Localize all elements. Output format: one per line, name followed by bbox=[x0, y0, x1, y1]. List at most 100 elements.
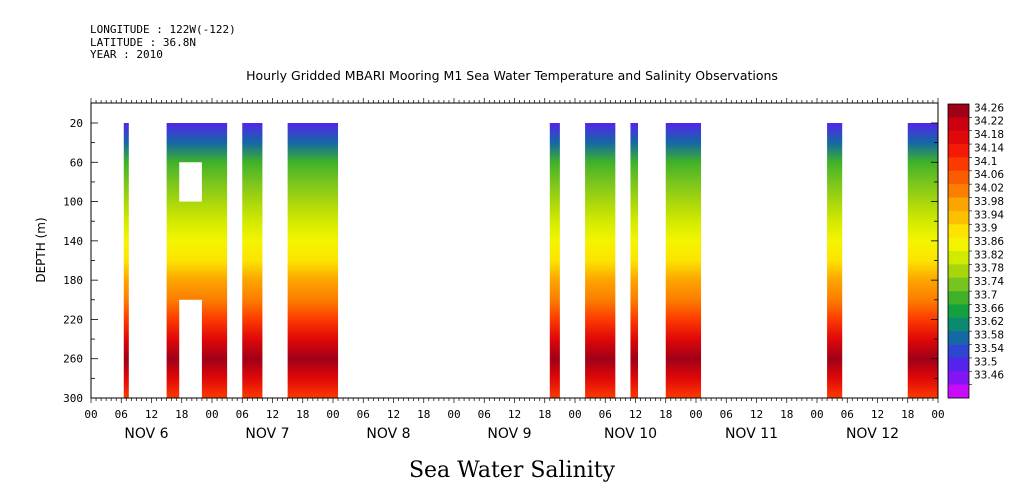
colorbar-swatch bbox=[948, 264, 969, 279]
missing-data-block bbox=[179, 162, 202, 202]
x-tick-label: 12 bbox=[266, 408, 279, 421]
x-tick-label: 06 bbox=[841, 408, 854, 421]
colorbar-label: 33.66 bbox=[974, 303, 1004, 315]
y-axis-label: DEPTH (m) bbox=[34, 217, 48, 282]
colorbar-swatch bbox=[948, 170, 969, 185]
colorbar-label: 33.7 bbox=[974, 289, 997, 301]
x-tick-label: 00 bbox=[84, 408, 97, 421]
x-tick-label: 06 bbox=[115, 408, 128, 421]
colorbar-label: 33.98 bbox=[974, 196, 1004, 208]
data-column bbox=[585, 123, 616, 398]
y-tick-label: 220 bbox=[63, 313, 83, 326]
x-tick-label: 06 bbox=[357, 408, 370, 421]
missing-data-block bbox=[179, 299, 202, 398]
x-tick-label: 12 bbox=[145, 408, 158, 421]
data-column bbox=[123, 123, 129, 398]
colorbar-swatch bbox=[948, 304, 969, 319]
x-day-label: NOV 9 bbox=[487, 426, 531, 442]
x-tick-label: 12 bbox=[871, 408, 884, 421]
colorbar-label: 33.74 bbox=[974, 276, 1004, 288]
data-column bbox=[287, 123, 339, 398]
data-column bbox=[630, 123, 639, 398]
x-tick-label: 12 bbox=[750, 408, 763, 421]
x-tick-label: 18 bbox=[659, 408, 672, 421]
colorbar-label: 33.9 bbox=[974, 223, 997, 235]
x-day-label: NOV 8 bbox=[366, 426, 410, 442]
data-column bbox=[665, 123, 702, 398]
x-tick-label: 18 bbox=[417, 408, 430, 421]
x-tick-label: 12 bbox=[508, 408, 521, 421]
y-tick-label: 140 bbox=[63, 235, 83, 248]
colorbar-label: 33.94 bbox=[974, 209, 1004, 221]
x-tick-label: 18 bbox=[296, 408, 309, 421]
latitude-label: LATITUDE : 36.8N bbox=[90, 35, 196, 49]
x-tick-label: 00 bbox=[689, 408, 702, 421]
x-tick-label: 06 bbox=[720, 408, 733, 421]
x-tick-label: 06 bbox=[236, 408, 249, 421]
metadata-block: LONGITUDE : 122W(-122) LATITUDE : 36.8N … bbox=[90, 23, 236, 62]
colorbar-label: 33.46 bbox=[974, 370, 1004, 382]
axes-layer: 00 06 12 18 00 06 12 18 00 06 12 18 00 06 12 18 00 06 12 18… bbox=[63, 98, 945, 442]
x-tick-label: 18 bbox=[175, 408, 188, 421]
colorbar-swatch bbox=[948, 251, 969, 265]
colorbar-label: 33.62 bbox=[974, 316, 1004, 328]
colorbar-label: 34.22 bbox=[974, 116, 1004, 128]
colorbar-swatch bbox=[948, 224, 969, 238]
colorbar-label: 34.18 bbox=[974, 129, 1004, 141]
x-tick-label: 18 bbox=[901, 408, 914, 421]
data-layer bbox=[123, 123, 938, 398]
x-tick-label: 00 bbox=[205, 408, 218, 421]
colorbar-swatch bbox=[948, 104, 969, 118]
colorbar-swatch bbox=[948, 144, 969, 158]
y-tick-label: 100 bbox=[63, 196, 83, 209]
colorbar-swatch bbox=[948, 371, 969, 385]
colorbar-swatch bbox=[948, 157, 969, 172]
colorbar-label: 34.1 bbox=[974, 156, 997, 168]
x-tick-label: 00 bbox=[568, 408, 581, 421]
colorbar-swatch bbox=[948, 384, 969, 399]
x-tick-label: 00 bbox=[810, 408, 823, 421]
x-tick-label: 12 bbox=[387, 408, 400, 421]
colorbar-swatch bbox=[948, 277, 969, 292]
colorbar-label: 33.82 bbox=[974, 249, 1004, 261]
y-tick-label: 60 bbox=[70, 156, 83, 169]
data-column bbox=[549, 123, 560, 398]
colorbar-label: 34.06 bbox=[974, 169, 1004, 181]
y-tick-label: 180 bbox=[63, 274, 83, 287]
colorbar-label: 33.86 bbox=[974, 236, 1004, 248]
colorbar-label: 33.5 bbox=[974, 356, 997, 368]
y-tick-label: 260 bbox=[63, 353, 83, 366]
chart-subtitle: Sea Water Salinity bbox=[409, 458, 616, 483]
x-tick-label: 06 bbox=[478, 408, 491, 421]
chart-title: Hourly Gridded MBARI Mooring M1 Sea Wate… bbox=[246, 68, 778, 83]
x-day-label: NOV 10 bbox=[604, 426, 657, 442]
data-column bbox=[907, 123, 938, 398]
x-day-label: NOV 7 bbox=[245, 426, 289, 442]
x-tick-label: 12 bbox=[629, 408, 642, 421]
year-label: YEAR : 2010 bbox=[90, 48, 163, 61]
y-tick-label: 20 bbox=[70, 117, 83, 130]
y-tick-label: 300 bbox=[63, 392, 83, 405]
x-tick-label: 18 bbox=[538, 408, 551, 421]
colorbar-label: 34.26 bbox=[974, 102, 1004, 114]
colorbar-label: 34.14 bbox=[974, 142, 1004, 154]
x-tick-label: 18 bbox=[780, 408, 793, 421]
colorbar-swatch bbox=[948, 237, 969, 252]
colorbar-swatch bbox=[948, 344, 969, 359]
x-tick-label: 06 bbox=[599, 408, 612, 421]
longitude-label: LONGITUDE : 122W(-122) bbox=[90, 23, 236, 36]
colorbar-swatch bbox=[948, 130, 969, 145]
colorbar-label: 33.54 bbox=[974, 343, 1004, 355]
x-tick-label: 00 bbox=[931, 408, 944, 421]
data-column bbox=[242, 123, 263, 398]
x-day-label: NOV 6 bbox=[124, 426, 168, 442]
colorbar-swatch bbox=[948, 117, 969, 132]
colorbar-label: 33.58 bbox=[974, 330, 1004, 342]
colorbar-swatch bbox=[948, 291, 969, 305]
x-tick-label: 00 bbox=[326, 408, 339, 421]
colorbar-swatch bbox=[948, 197, 969, 212]
colorbar-label: 33.78 bbox=[974, 263, 1004, 275]
colorbar-swatch bbox=[948, 184, 969, 198]
x-day-label: NOV 11 bbox=[725, 426, 778, 442]
